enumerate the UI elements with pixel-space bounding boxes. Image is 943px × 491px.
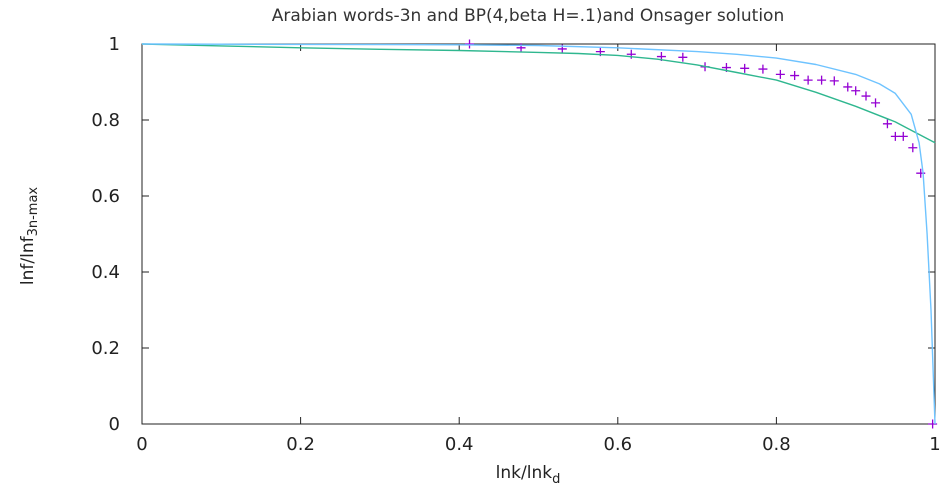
chart-title: Arabian words-3n and BP(4,beta H=.1)and … bbox=[272, 6, 784, 26]
y-tick-label: 0 bbox=[109, 414, 120, 435]
data-point-marker bbox=[740, 63, 750, 73]
plot-frame bbox=[141, 43, 936, 425]
x-tick-label: 0.4 bbox=[445, 434, 474, 455]
data-point-marker bbox=[678, 52, 688, 62]
data-point-marker bbox=[803, 75, 813, 85]
data-point-marker bbox=[829, 76, 839, 86]
y-tick-label: 1 bbox=[109, 34, 120, 55]
x-tick-label: 0.6 bbox=[603, 434, 632, 455]
plot-area bbox=[141, 39, 938, 429]
data-point-marker bbox=[817, 75, 827, 85]
data-point-marker bbox=[890, 131, 900, 141]
series-line-1 bbox=[141, 43, 936, 144]
data-point-marker bbox=[861, 91, 871, 101]
x-tick-label: 0.2 bbox=[286, 434, 315, 455]
x-axis-label-sub: d bbox=[552, 472, 560, 487]
data-point-marker bbox=[758, 64, 768, 74]
data-point-marker bbox=[465, 39, 475, 49]
x-axis-label: lnk/lnkd bbox=[496, 463, 561, 487]
y-axis-label: lnf/lnf3n-max bbox=[18, 187, 41, 286]
data-point-marker bbox=[898, 131, 908, 141]
data-point-marker bbox=[843, 82, 853, 92]
y-tick-label: 0.2 bbox=[91, 338, 120, 359]
data-point-marker bbox=[882, 119, 892, 129]
y-tick-label: 0.8 bbox=[91, 110, 120, 131]
y-axis-label-main: lnf/lnf bbox=[18, 235, 38, 285]
data-point-marker bbox=[908, 143, 918, 153]
y-tick-label: 0.6 bbox=[91, 186, 120, 207]
y-tick-label: 0.4 bbox=[91, 262, 120, 283]
data-point-marker bbox=[790, 71, 800, 81]
data-point-marker bbox=[851, 86, 861, 96]
y-axis: 0 0.2 0.4 0.6 0.8 1 bbox=[91, 34, 935, 435]
x-tick-label: 1 bbox=[929, 434, 940, 455]
x-tick-label: 0 bbox=[136, 434, 147, 455]
series-line-2 bbox=[141, 43, 936, 425]
data-point-marker bbox=[775, 69, 785, 79]
x-axis-label-main: lnk/lnk bbox=[496, 463, 553, 483]
data-point-marker bbox=[928, 419, 938, 429]
x-axis: 0 0.2 0.4 0.6 0.8 1 bbox=[136, 44, 941, 455]
data-point-marker bbox=[871, 98, 881, 108]
y-axis-label-sub: 3n-max bbox=[26, 187, 41, 237]
x-tick-label: 0.8 bbox=[762, 434, 791, 455]
